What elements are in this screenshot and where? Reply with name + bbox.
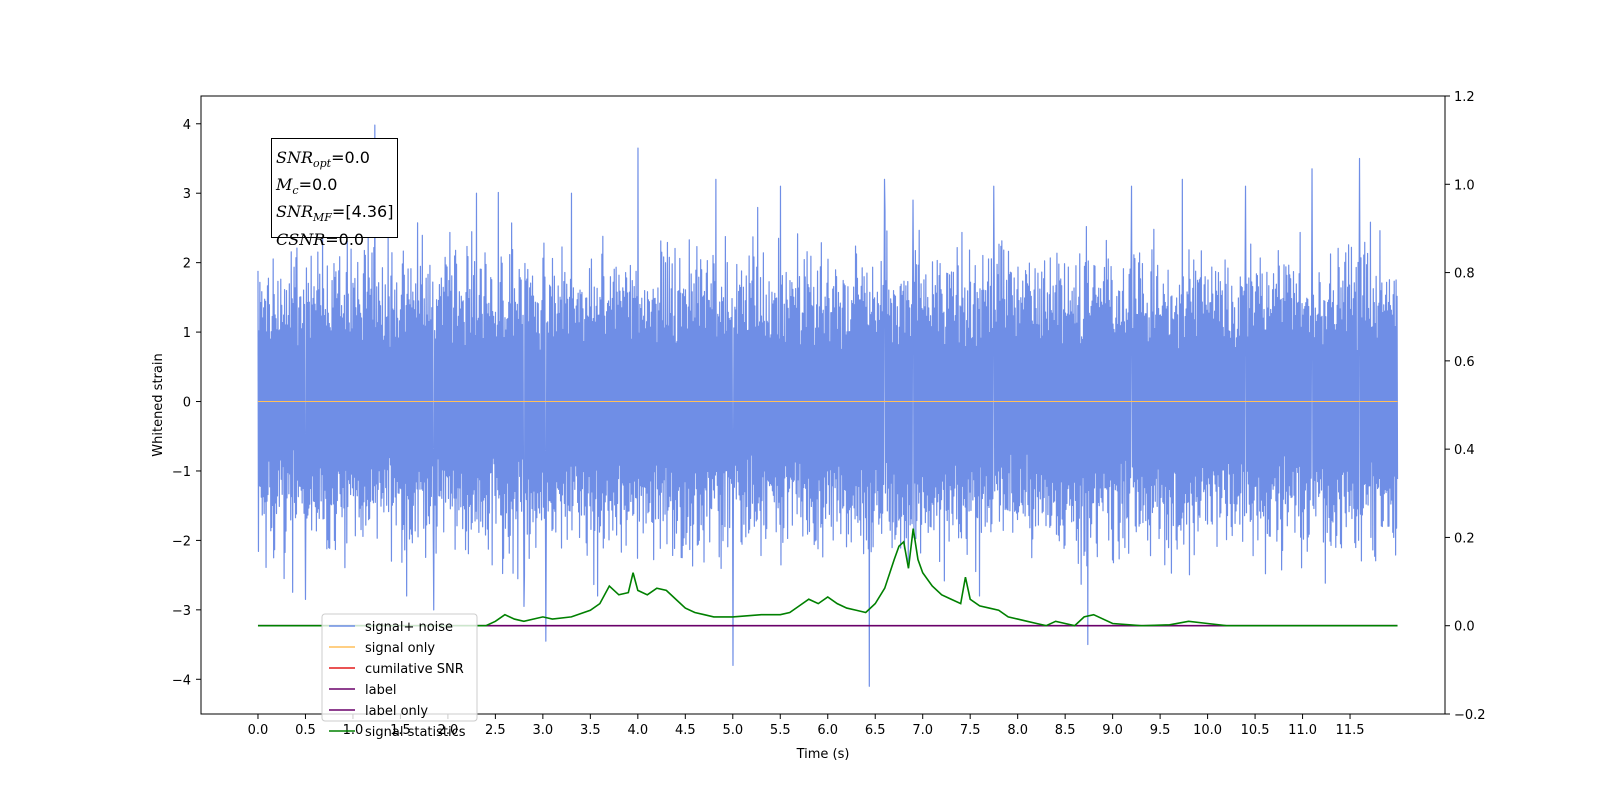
x-tick-label: 3.0 bbox=[533, 723, 554, 738]
x-tick-label: 5.5 bbox=[770, 723, 791, 738]
y-tick-label: 3 bbox=[183, 187, 191, 202]
annotation-snr-mf: SNRMF=[4.36] bbox=[276, 202, 394, 225]
legend-label: signal+ noise bbox=[365, 620, 453, 635]
annotation-snr-opt: SNRopt=0.0 bbox=[276, 148, 370, 171]
legend: signal+ noise signal only cumilative SNR la… bbox=[321, 613, 478, 740]
legend-label: cumilative SNR bbox=[365, 662, 464, 677]
x-tick-label: 1.5 bbox=[390, 723, 411, 738]
legend-box bbox=[321, 613, 478, 722]
y-axis-label: Whitened strain bbox=[151, 353, 166, 456]
x-tick-label: 5.0 bbox=[722, 723, 743, 738]
x-tick-label: 6.0 bbox=[817, 723, 838, 738]
x-tick-label: 4.0 bbox=[627, 723, 648, 738]
y2-tick-label: 0.0 bbox=[1454, 620, 1475, 635]
annotation-csnr: CSNR=0.0 bbox=[276, 229, 365, 249]
x-tick-label: 10.0 bbox=[1193, 723, 1222, 738]
y2-tick-label: 0.8 bbox=[1454, 267, 1475, 282]
x-tick-label: 2.5 bbox=[485, 723, 506, 738]
annotation-box: SNRopt=0.0 Mc=0.0 SNRMF=[4.36] CSNR=0.0 bbox=[271, 138, 398, 249]
y2-tick-label: 0.4 bbox=[1454, 443, 1475, 458]
x-tick-label: 0.0 bbox=[248, 723, 269, 738]
y2-tick-label: 1.2 bbox=[1454, 90, 1475, 105]
plot-frame bbox=[200, 95, 1446, 715]
y2-tick-label: −0.2 bbox=[1454, 708, 1486, 723]
x-tick-label: 3.5 bbox=[580, 723, 601, 738]
x-tick-label: 6.5 bbox=[865, 723, 886, 738]
plot-area bbox=[257, 124, 1399, 687]
x-tick-label: 0.5 bbox=[295, 723, 316, 738]
y-tick-label: 2 bbox=[183, 257, 191, 272]
series-signal-statistics-line bbox=[257, 528, 1398, 627]
x-axis-label: Time (s) bbox=[796, 747, 850, 762]
y-tick-label: 0 bbox=[183, 396, 191, 411]
x-tick-label: 9.5 bbox=[1150, 723, 1171, 738]
x-tick-label: 7.5 bbox=[960, 723, 981, 738]
y2-tick-label: 1.0 bbox=[1454, 178, 1475, 193]
x-tick-label: 9.0 bbox=[1102, 723, 1123, 738]
legend-label: label bbox=[365, 683, 396, 698]
y-tick-label: 1 bbox=[183, 326, 191, 341]
y-tick-label: −1 bbox=[172, 465, 191, 480]
y-tick-label: −2 bbox=[172, 534, 191, 549]
axes: 0.0 0.5 1.0 1.5 2.0 2.5 3.0 3.5 4.0 4.5 5.0 5.5 6.0 6… bbox=[151, 90, 1486, 762]
x-tick-label: 2.0 bbox=[438, 723, 459, 738]
x-tick-label: 4.5 bbox=[675, 723, 696, 738]
series-signal-noise-line bbox=[257, 124, 1399, 687]
y2-tick-label: 0.2 bbox=[1454, 531, 1475, 546]
x-tick-label: 8.0 bbox=[1007, 723, 1028, 738]
x-tick-label: 11.0 bbox=[1288, 723, 1317, 738]
y-tick-label: −4 bbox=[172, 673, 191, 688]
x-tick-label: 8.5 bbox=[1055, 723, 1076, 738]
legend-label: label only bbox=[365, 704, 428, 719]
legend-label: signal only bbox=[365, 641, 435, 656]
y-tick-label: 4 bbox=[183, 118, 191, 133]
x-tick-label: 7.0 bbox=[912, 723, 933, 738]
x-tick-label: 11.5 bbox=[1336, 723, 1365, 738]
legend-label: signal statistics bbox=[365, 725, 466, 740]
x-tick-label: 10.5 bbox=[1241, 723, 1270, 738]
y-tick-label: −3 bbox=[172, 604, 191, 619]
y2-tick-label: 0.6 bbox=[1454, 355, 1475, 370]
annotation-mc: Mc=0.0 bbox=[276, 175, 338, 198]
